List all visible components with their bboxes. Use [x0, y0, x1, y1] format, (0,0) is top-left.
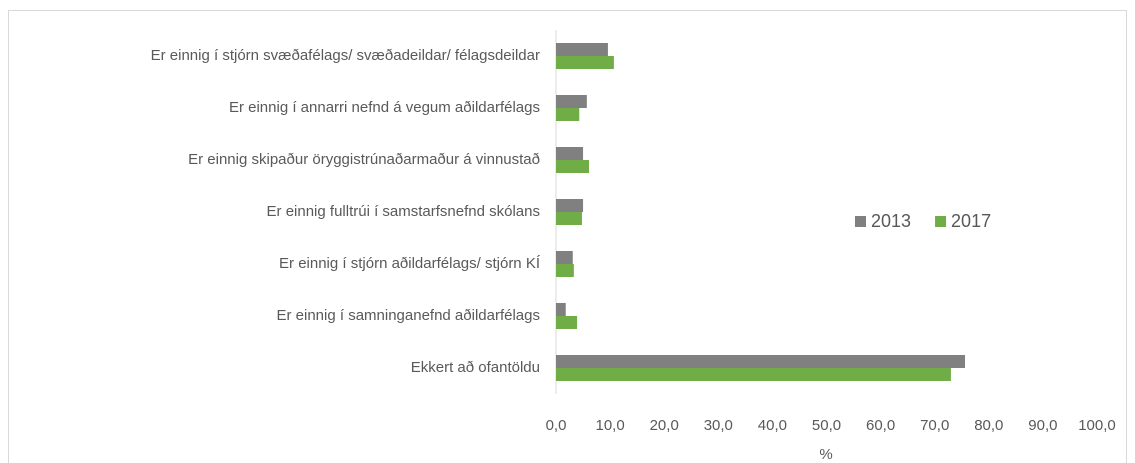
x-tick-label: 30,0: [704, 417, 733, 434]
legend-swatch: [855, 216, 866, 227]
bar: [556, 147, 584, 160]
y-tick-label: Er einnig skipaður öryggistrúnaðarmaður …: [188, 151, 540, 168]
bar: [556, 43, 608, 56]
bar: [556, 368, 951, 381]
y-tick-label: Er einnig í stjórn aðildarfélags/ stjórn…: [279, 255, 541, 272]
x-tick-label: 70,0: [920, 417, 949, 434]
bar: [556, 199, 584, 212]
x-tick-label: 40,0: [758, 417, 787, 434]
bar: [556, 56, 614, 69]
chart-border: [8, 10, 1127, 463]
bar: [556, 251, 573, 264]
y-tick-label: Er einnig í annarri nefnd á vegum aðilda…: [229, 99, 540, 116]
x-tick-label: 80,0: [974, 417, 1003, 434]
y-tick-label: Er einnig fulltrúi í samstarfsnefnd skól…: [267, 203, 540, 220]
legend-label: 2013: [871, 211, 911, 231]
legend-label: 2017: [951, 211, 991, 231]
bar: [556, 160, 590, 173]
x-tick-label: 50,0: [812, 417, 841, 434]
bar: [556, 264, 574, 277]
bar: [556, 303, 566, 316]
y-tick-label: Er einnig í stjórn svæðafélags/ svæðadei…: [151, 47, 540, 64]
y-tick-label: Er einnig í samninganefnd aðildarfélags: [276, 307, 540, 324]
legend-swatch: [935, 216, 947, 227]
x-tick-label: 90,0: [1028, 417, 1057, 434]
x-tick-label: 20,0: [650, 417, 679, 434]
x-axis-label: %: [819, 446, 832, 463]
bar: [556, 316, 578, 329]
bar: [556, 108, 580, 121]
bar: [556, 212, 582, 225]
bar: [556, 355, 965, 368]
y-tick-label: Ekkert að ofantöldu: [411, 359, 540, 376]
x-tick-label: 0,0: [546, 417, 567, 434]
bar: [556, 95, 587, 108]
x-tick-label: 10,0: [595, 417, 624, 434]
x-tick-label: 60,0: [866, 417, 895, 434]
x-tick-label: 100,0: [1078, 417, 1116, 434]
